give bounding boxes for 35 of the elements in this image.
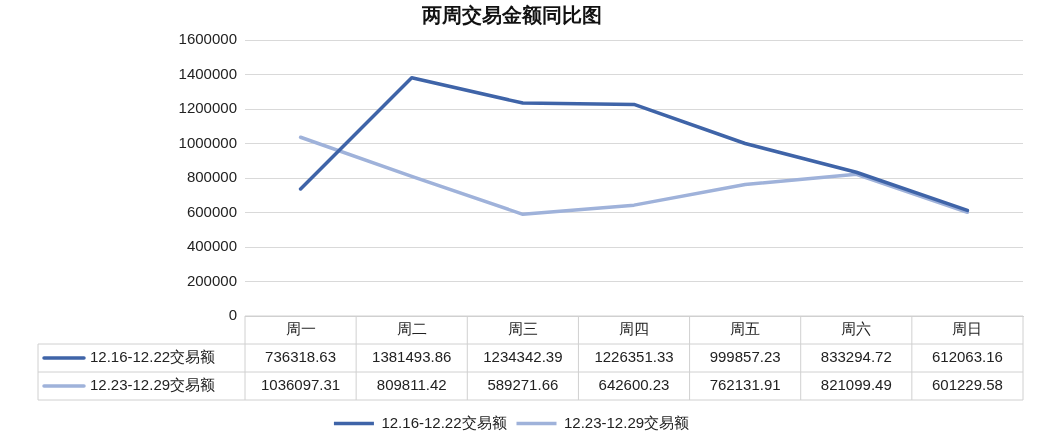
x-tick-label: 周五 [730, 320, 761, 338]
data-label: 612063.16 [931, 348, 1003, 366]
y-tick-label: 1200000 [178, 99, 237, 117]
y-tick-label: 1000000 [178, 133, 237, 151]
y-tick-label: 1600000 [178, 30, 237, 48]
chart-title: 两周交易金额同比图 [420, 3, 602, 26]
data-label: 1036097.31 [260, 376, 341, 394]
x-tick-label: 周二 [396, 320, 427, 338]
x-tick-label: 周六 [841, 320, 872, 338]
data-label: 762131.91 [709, 376, 781, 394]
y-tick-label: 200000 [186, 271, 237, 289]
legend-label: 12.23-12.29交易额 [90, 376, 216, 394]
legend-label: 12.16-12.22交易额 [90, 348, 216, 366]
x-tick-label: 周三 [507, 320, 538, 338]
text: 12.16-12.22交易额 [381, 413, 507, 431]
data-label: 821099.49 [820, 376, 892, 394]
y-tick-label: 800000 [186, 168, 237, 186]
data-label: 589271.66 [487, 376, 559, 394]
x-tick-label: 周日 [952, 320, 983, 338]
y-tick-label: 600000 [186, 202, 237, 220]
y-tick-label: 0 [228, 306, 237, 324]
data-label: 1381493.86 [372, 348, 452, 366]
data-label: 1234342.39 [483, 348, 563, 366]
data-label: 809811.42 [376, 376, 447, 394]
data-label: 642600.23 [598, 376, 670, 394]
x-tick-label: 周四 [619, 320, 649, 338]
data-label: 601229.58 [931, 376, 1003, 394]
data-label: 1226351.33 [594, 348, 674, 366]
data-label: 999857.23 [709, 348, 781, 366]
y-tick-label: 1400000 [178, 64, 237, 82]
data-label: 833294.72 [820, 348, 892, 366]
text: 12.23-12.29交易额 [564, 413, 690, 431]
y-tick-label: 400000 [186, 237, 237, 255]
x-tick-label: 周一 [285, 320, 316, 338]
data-label: 736318.63 [265, 348, 337, 366]
